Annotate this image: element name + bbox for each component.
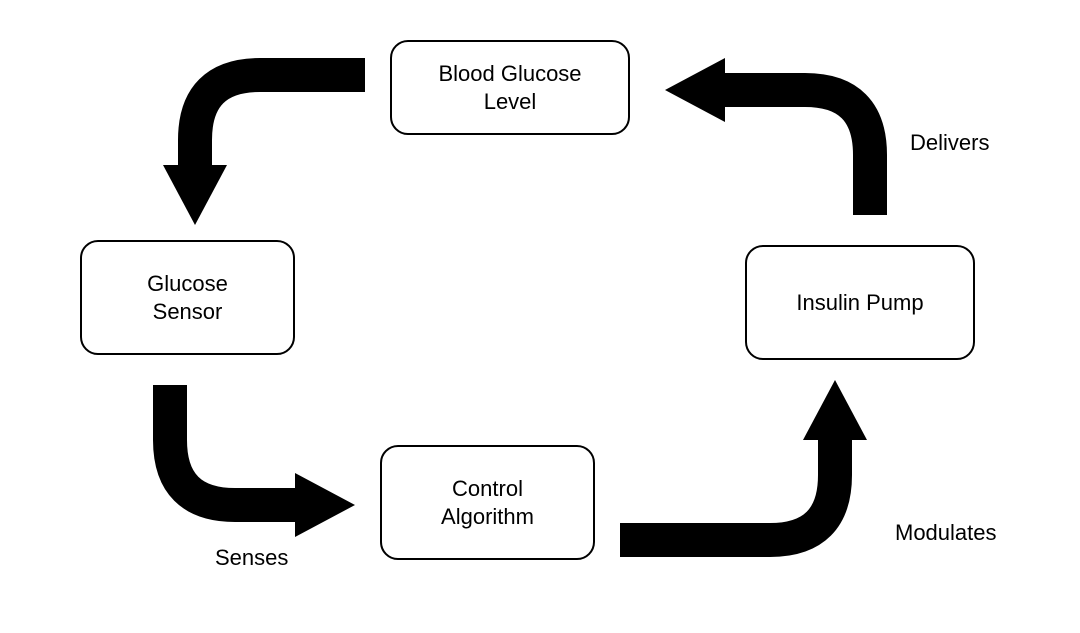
node-blood-glucose: Blood GlucoseLevel <box>390 40 630 135</box>
node-label: ControlAlgorithm <box>441 475 534 530</box>
node-label: Insulin Pump <box>796 289 923 317</box>
edge-label-modulates: Modulates <box>895 520 997 546</box>
edge-label-delivers: Delivers <box>910 130 989 156</box>
edge-label-senses: Senses <box>215 545 288 571</box>
arrow-control-to-pump <box>620 380 867 540</box>
arrow-pump-to-bg <box>665 58 870 215</box>
node-label: GlucoseSensor <box>147 270 228 325</box>
arrow-sensor-to-control <box>170 385 355 537</box>
node-label: Blood GlucoseLevel <box>438 60 581 115</box>
node-control-algorithm: ControlAlgorithm <box>380 445 595 560</box>
node-insulin-pump: Insulin Pump <box>745 245 975 360</box>
arrow-bg-to-sensor <box>163 75 365 225</box>
node-glucose-sensor: GlucoseSensor <box>80 240 295 355</box>
